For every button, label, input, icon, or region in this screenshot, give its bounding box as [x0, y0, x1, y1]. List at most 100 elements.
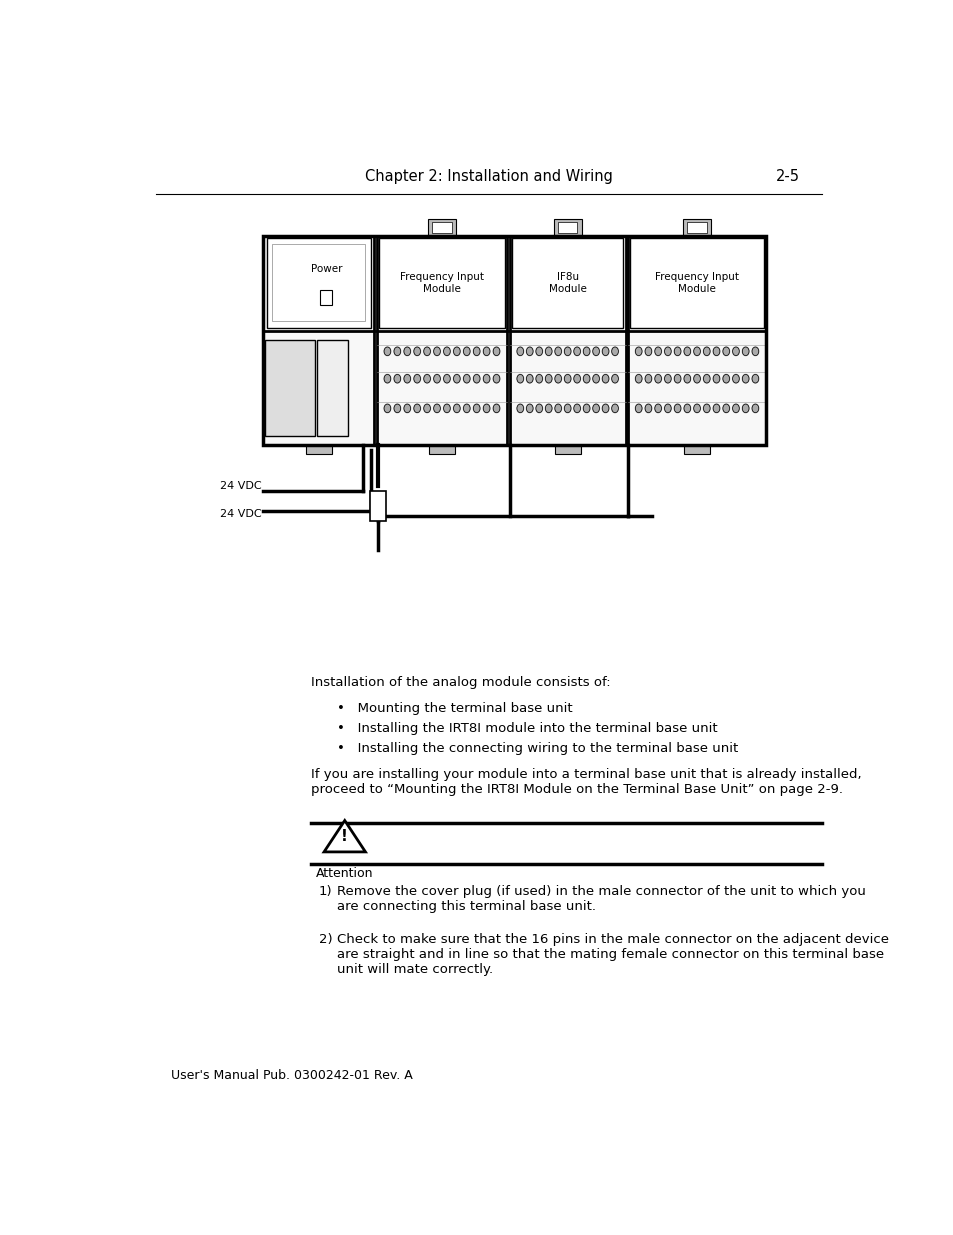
- Circle shape: [463, 347, 470, 356]
- Circle shape: [536, 374, 542, 383]
- Circle shape: [414, 404, 420, 412]
- Circle shape: [526, 404, 533, 412]
- Bar: [376, 236, 507, 445]
- Circle shape: [582, 374, 589, 383]
- Circle shape: [635, 347, 641, 356]
- Circle shape: [483, 347, 490, 356]
- Circle shape: [473, 404, 479, 412]
- Circle shape: [732, 404, 739, 412]
- Circle shape: [702, 347, 709, 356]
- Circle shape: [423, 374, 430, 383]
- Circle shape: [713, 404, 720, 412]
- Bar: [682, 219, 710, 236]
- Circle shape: [473, 347, 479, 356]
- Circle shape: [611, 374, 618, 383]
- Circle shape: [654, 347, 660, 356]
- Circle shape: [564, 374, 571, 383]
- Circle shape: [722, 404, 729, 412]
- Circle shape: [573, 347, 579, 356]
- Circle shape: [517, 374, 523, 383]
- Bar: [687, 222, 706, 233]
- Circle shape: [545, 404, 552, 412]
- Text: Power: Power: [310, 264, 342, 274]
- Circle shape: [483, 374, 490, 383]
- Circle shape: [403, 374, 410, 383]
- Circle shape: [674, 404, 680, 412]
- Circle shape: [664, 347, 671, 356]
- Circle shape: [423, 404, 430, 412]
- Circle shape: [453, 347, 459, 356]
- Text: 24 VDC: 24 VDC: [219, 480, 261, 490]
- Circle shape: [702, 404, 709, 412]
- Circle shape: [644, 374, 651, 383]
- Text: Installation of the analog module consists of:: Installation of the analog module consis…: [311, 676, 611, 689]
- Circle shape: [674, 347, 680, 356]
- Polygon shape: [324, 820, 365, 852]
- Bar: [428, 219, 456, 236]
- Circle shape: [683, 374, 690, 383]
- Circle shape: [394, 404, 400, 412]
- Bar: [370, 490, 386, 521]
- Circle shape: [545, 374, 552, 383]
- Text: Frequency Input
Module: Frequency Input Module: [655, 273, 739, 294]
- Bar: [512, 237, 623, 329]
- Circle shape: [683, 347, 690, 356]
- Circle shape: [403, 404, 410, 412]
- Circle shape: [601, 404, 608, 412]
- Circle shape: [536, 404, 542, 412]
- Circle shape: [473, 374, 479, 383]
- Bar: [432, 222, 451, 233]
- Bar: [509, 236, 625, 445]
- Circle shape: [517, 404, 523, 412]
- Circle shape: [434, 404, 440, 412]
- Circle shape: [644, 347, 651, 356]
- Circle shape: [394, 347, 400, 356]
- Circle shape: [493, 347, 499, 356]
- Text: 2): 2): [318, 932, 333, 946]
- Text: •   Installing the IRT8I module into the terminal base unit: • Installing the IRT8I module into the t…: [337, 721, 718, 735]
- Circle shape: [635, 374, 641, 383]
- Circle shape: [536, 347, 542, 356]
- Circle shape: [751, 374, 758, 383]
- Circle shape: [414, 374, 420, 383]
- Circle shape: [394, 374, 400, 383]
- Circle shape: [601, 347, 608, 356]
- Bar: [627, 236, 765, 445]
- Circle shape: [732, 347, 739, 356]
- Circle shape: [751, 404, 758, 412]
- Bar: [553, 219, 581, 236]
- Circle shape: [493, 404, 499, 412]
- Bar: [320, 290, 332, 305]
- Text: Check to make sure that the 16 pins in the male connector on the adjacent device: Check to make sure that the 16 pins in t…: [337, 932, 888, 976]
- Circle shape: [654, 374, 660, 383]
- Circle shape: [751, 347, 758, 356]
- Circle shape: [555, 404, 561, 412]
- Circle shape: [493, 374, 499, 383]
- Circle shape: [741, 404, 748, 412]
- Bar: [316, 340, 347, 436]
- Circle shape: [434, 374, 440, 383]
- Circle shape: [693, 347, 700, 356]
- Text: 2-5: 2-5: [775, 169, 799, 184]
- Text: !: !: [341, 829, 348, 844]
- Circle shape: [732, 374, 739, 383]
- Circle shape: [582, 347, 589, 356]
- Circle shape: [564, 404, 571, 412]
- Circle shape: [403, 347, 410, 356]
- Circle shape: [664, 404, 671, 412]
- Circle shape: [654, 404, 660, 412]
- Bar: [263, 236, 765, 445]
- Text: If you are installing your module into a terminal base unit that is already inst: If you are installing your module into a…: [311, 768, 862, 797]
- Circle shape: [483, 404, 490, 412]
- Circle shape: [545, 347, 552, 356]
- Circle shape: [601, 374, 608, 383]
- Circle shape: [384, 347, 391, 356]
- Circle shape: [443, 374, 450, 383]
- Circle shape: [555, 347, 561, 356]
- Bar: [306, 445, 332, 454]
- Circle shape: [463, 404, 470, 412]
- Bar: [554, 445, 580, 454]
- Circle shape: [713, 347, 720, 356]
- Circle shape: [683, 404, 690, 412]
- Circle shape: [453, 374, 459, 383]
